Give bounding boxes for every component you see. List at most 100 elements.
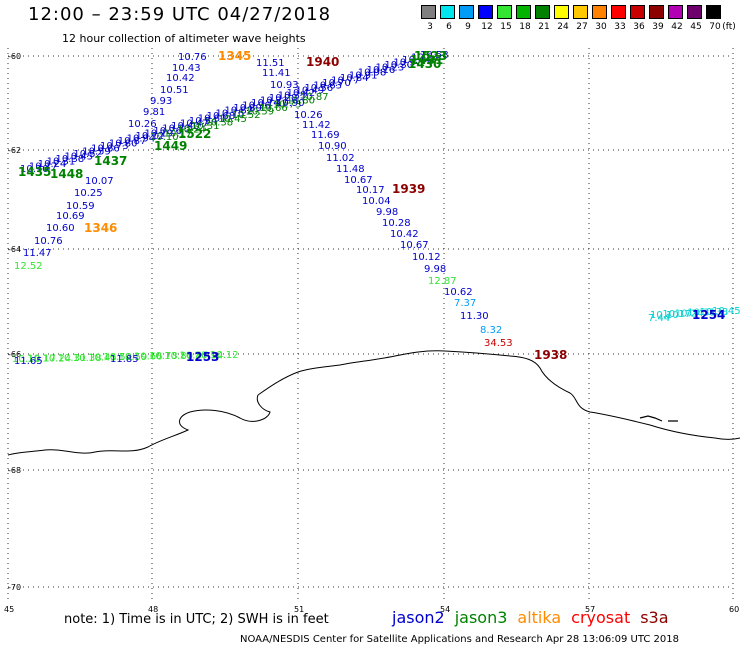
track-reading: 10.37 (393, 58, 422, 69)
track-reading: 10.51 (411, 53, 440, 64)
track-reading: 10.21 (260, 96, 289, 107)
track-reading: 10.82 (224, 106, 253, 117)
lat-lon-grid (7, 48, 734, 600)
lon-label: 48 (148, 605, 158, 614)
track-reading: 10.33 (162, 123, 191, 134)
legend-jason3: jason3 (454, 608, 508, 627)
wave-height-value: 9.81 (143, 107, 165, 118)
track-reading: 10.66 (91, 144, 120, 155)
track-reading: 10.14 (251, 98, 280, 109)
wave-height-value: 10.26 (128, 119, 157, 130)
legend-s3a: s3a (640, 608, 669, 627)
pass-time: 1253 (186, 350, 219, 364)
pass-time: 1431 (410, 53, 443, 67)
map-title: 12:00 – 23:59 UTC 04/27/2018 (28, 4, 332, 25)
track-reading: 10.73 (149, 351, 178, 362)
scale-swatch (668, 5, 683, 19)
scale-swatch (516, 5, 531, 19)
wave-height-value: 10.69 (56, 211, 85, 222)
wave-height-value: 10.07 (85, 176, 114, 187)
track-reading: 10.68 (207, 111, 236, 122)
wave-height-value: 10.12 (412, 252, 441, 263)
legend-altika: altika (517, 608, 562, 627)
scale-swatch (535, 5, 550, 19)
lon-label: 60 (729, 605, 739, 614)
scale-label: 15 (500, 22, 512, 32)
scale-label: 12 (481, 22, 493, 32)
wave-height-value: 10.43 (172, 63, 201, 74)
scale-label: 42 (671, 22, 683, 32)
track-reading: 10.42 (287, 88, 316, 99)
scale-swatch (440, 5, 455, 19)
lon-label: 57 (585, 605, 595, 614)
pass-time: 1939 (392, 182, 425, 196)
scale-swatch (592, 5, 607, 19)
lat-label: -62 (8, 146, 21, 155)
track-reading: 10.31 (191, 121, 220, 132)
wave-height-value: 10.26 (294, 110, 323, 121)
track-reading: 10.80 (164, 351, 193, 362)
lat-label: -64 (8, 245, 21, 254)
track-reading: 10.38 (73, 353, 102, 364)
wave-height-value: 11.30 (460, 311, 489, 322)
wave-height-value: 10.76 (34, 236, 63, 247)
scale-label: 18 (519, 22, 531, 32)
scale-label: 6 (446, 22, 452, 32)
scale-swatch (554, 5, 569, 19)
wave-height-value: 9.93 (150, 96, 172, 107)
track-reading: 10.12 (136, 131, 165, 142)
track-reading: 10.45 (712, 306, 740, 317)
track-reading: 10.45 (64, 151, 93, 162)
track-reading: 10.80 (286, 96, 315, 107)
scale-label: 39 (652, 22, 664, 32)
pass-time: 1523 (414, 49, 447, 63)
track-reading: 10.38 (205, 117, 234, 128)
legend-jason2: jason2 (392, 608, 445, 627)
wave-height-value: 10.17 (356, 185, 385, 196)
track-reading: 10.17 (662, 309, 691, 320)
track-reading: 10.87 (118, 136, 147, 147)
scale-label: 3 (427, 22, 433, 32)
track-reading: 10.98 (358, 68, 387, 79)
track-reading: 10.10 (20, 164, 49, 175)
track-reading: 10.75 (216, 108, 245, 119)
track-reading: 10.49 (296, 85, 325, 96)
track-reading: 10.52 (232, 110, 261, 121)
track-reading: 10.28 (269, 93, 298, 104)
track-reading: 10.87 (180, 351, 209, 362)
wave-height-value: 12.87 (428, 276, 457, 287)
scale-label: 21 (538, 22, 550, 32)
scale-swatch (706, 5, 721, 19)
pass-time: 1938 (534, 348, 567, 362)
track-reading: 10.70 (322, 78, 351, 89)
pass-time-labels: 1345 1940 1939 1346 1938 1430 1449 1448 1522 1431… (18, 49, 725, 364)
wave-height-value: 10.76 (178, 52, 207, 63)
track-reading: 10.38 (700, 307, 729, 318)
wave-height-value: 11.51 (256, 58, 285, 69)
wave-height-value: 10.42 (390, 229, 419, 240)
wave-height-value: 12.52 (14, 261, 43, 272)
track-reading: 10.61 (198, 113, 227, 124)
lat-label: -60 (8, 52, 21, 61)
coast-island (639, 415, 678, 422)
track-reading: 10.17 (164, 128, 193, 139)
track-reading: 10.12 (210, 350, 239, 361)
track-reading: 10.40 (171, 121, 200, 132)
track-reading: 10.63 (313, 80, 342, 91)
track-reading: 10.54 (189, 116, 218, 127)
track-reading: 10.24 (38, 159, 67, 170)
pass-time: 1254 (692, 308, 725, 322)
track-reading: 10.59 (245, 107, 274, 118)
scale-label: 33 (614, 22, 626, 32)
pass-time: 1449 (154, 139, 187, 153)
lon-label: 45 (4, 605, 14, 614)
track-reading: 10.31 (687, 308, 716, 319)
satellite-legend: jason2 jason3 altika cryosat s3a (392, 608, 679, 627)
track-reading: 10.58 (420, 50, 449, 61)
track-reading: 10.91 (349, 70, 378, 81)
scale-swatch (573, 5, 588, 19)
scale-swatch (478, 5, 493, 19)
wave-height-value: 7.37 (454, 298, 476, 309)
scale-swatch (630, 5, 645, 19)
